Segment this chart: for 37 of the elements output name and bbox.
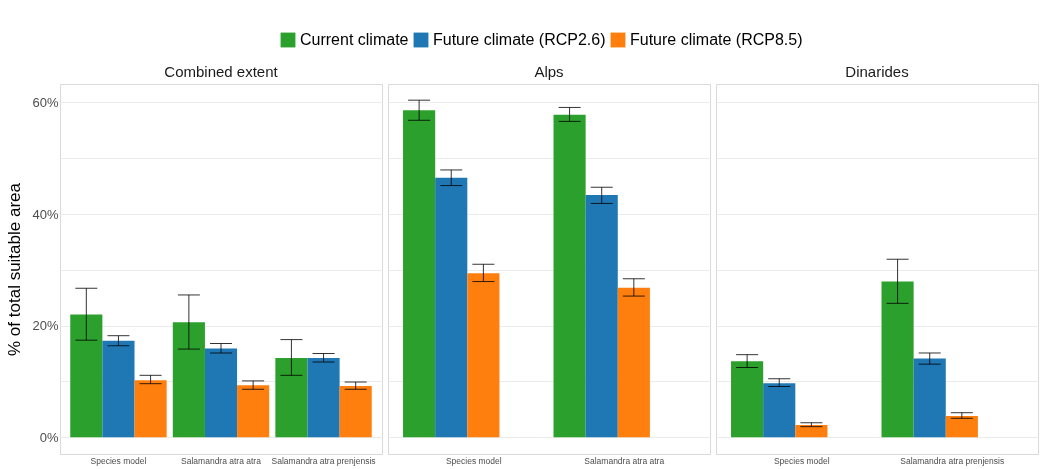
chart-title: Dinarides xyxy=(845,63,909,80)
x-tick-label: Salamandra atra prenjensis xyxy=(271,455,376,466)
bar xyxy=(881,281,914,438)
x-tick-label: Salamandra atra atra xyxy=(584,455,665,466)
bar xyxy=(275,358,308,438)
bar xyxy=(553,114,586,438)
bar xyxy=(585,195,618,438)
x-tick-label: Salamandra atra atra xyxy=(181,455,262,466)
x-tick-label: Species model xyxy=(445,455,502,466)
chart-title: Combined extent xyxy=(164,63,279,80)
legend-label: Future climate (RCP2.6) xyxy=(433,31,606,48)
y-tick-label: 60% xyxy=(32,94,59,110)
legend-label: Future climate (RCP8.5) xyxy=(630,31,803,48)
bar xyxy=(913,358,946,438)
bar xyxy=(763,383,796,438)
y-tick-label: 0% xyxy=(39,429,59,445)
bar xyxy=(307,358,340,438)
bar xyxy=(795,424,828,438)
bar xyxy=(403,110,436,438)
x-tick-label: Salamandra atra prenjensis xyxy=(900,455,1005,466)
legend-label: Current climate xyxy=(300,31,409,48)
y-tick-label: 20% xyxy=(32,318,59,334)
bar xyxy=(102,340,135,438)
bar xyxy=(731,361,764,438)
bar xyxy=(134,380,167,438)
x-tick-label: Species model xyxy=(773,455,830,466)
chart-title: Alps xyxy=(534,63,564,80)
bar xyxy=(237,385,270,438)
x-tick-label: Species model xyxy=(90,455,147,466)
bar xyxy=(70,314,103,438)
bar xyxy=(204,348,238,438)
bar xyxy=(172,322,205,438)
y-axis-title: % of total suitable area xyxy=(5,182,25,356)
bar xyxy=(617,287,650,438)
bar xyxy=(467,273,500,438)
y-tick-label: 40% xyxy=(32,206,59,222)
bar xyxy=(435,177,468,438)
